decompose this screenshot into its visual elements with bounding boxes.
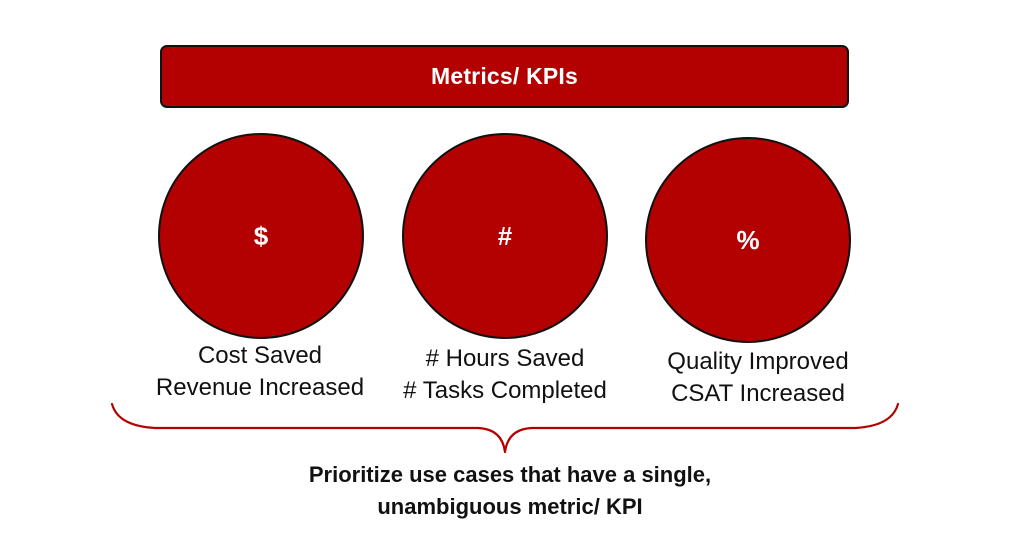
conclusion-line2: unambiguous metric/ KPI [377,494,643,519]
cost-metric-line2: Revenue Increased [155,374,365,401]
percent-metric-label: Quality Improved CSAT Increased [618,346,898,410]
percent-metric-line1: Quality Improved [667,348,849,375]
count-metric-label: # Hours Saved # Tasks Completed [365,343,645,407]
metrics-kpis-header: Metrics/ KPIs [160,45,849,108]
brace-path [110,402,900,454]
cost-metric-label: Cost Saved Revenue Increased [120,340,400,404]
count-metric-circle: # [402,133,608,339]
conclusion-line1: Prioritize use cases that have a single, [308,462,712,487]
percent-symbol: % [736,224,760,255]
cost-metric-line1: Cost Saved [197,342,323,369]
percent-metric-circle: % [645,137,851,343]
conclusion-text: Prioritize use cases that have a single,… [160,459,860,523]
count-metric-line1: # Hours Saved [425,345,585,372]
header-title: Metrics/ KPIs [430,63,579,89]
dollar-symbol: $ [253,220,269,251]
hash-symbol: # [497,220,513,251]
count-metric-line2: # Tasks Completed [403,377,607,404]
cost-metric-circle: $ [158,133,364,339]
percent-metric-line2: CSAT Increased [671,380,845,407]
